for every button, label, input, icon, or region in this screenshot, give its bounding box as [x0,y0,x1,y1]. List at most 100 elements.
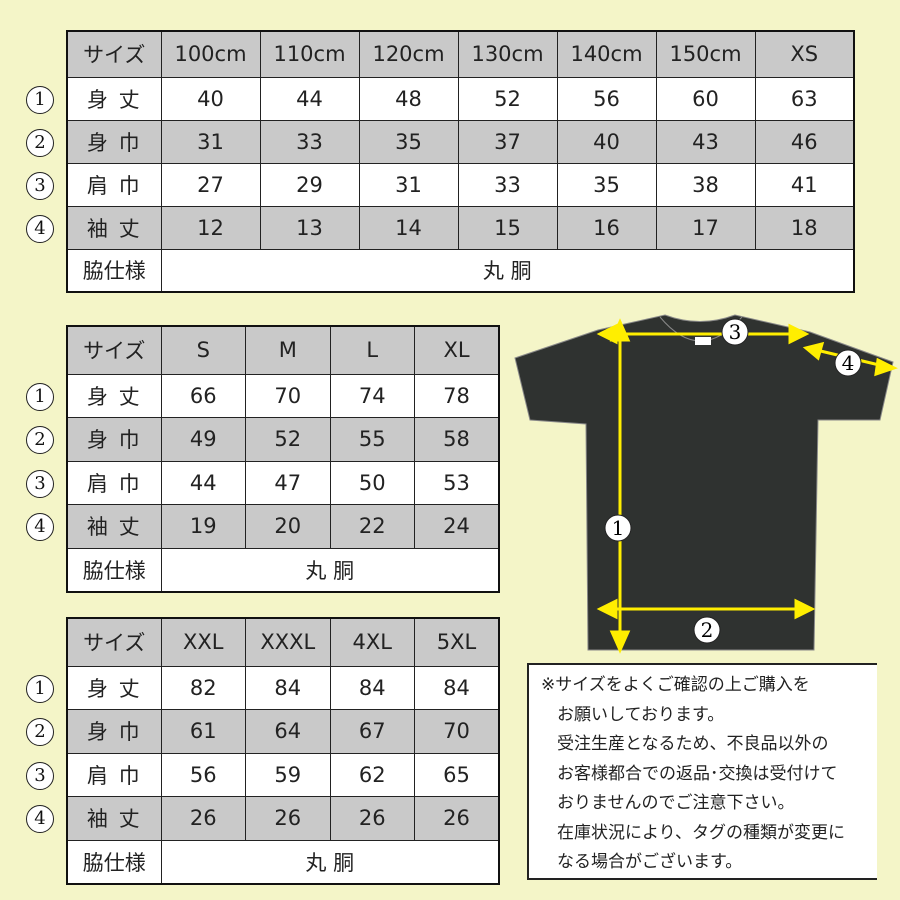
measurement-cell: 27 [160,162,261,207]
side-spec-label: 脇仕様 [66,248,162,293]
table-row: 身 丈 40 44 48 52 56 60 63 [66,76,855,121]
measurement-cell: 66 [160,373,246,418]
tshirt-body [514,314,894,651]
measurement-cell: 78 [414,373,500,418]
table-row: 肩 巾 27 29 31 33 35 38 41 [66,162,855,207]
notice-line: なる場合がございます。 [557,852,743,872]
side-spec-value: 丸 胴 [160,839,500,884]
row-label: 肩 巾 [66,460,162,505]
size-header: XXL [160,617,246,667]
size-label-header: サイズ [66,325,162,375]
table-row: 身 丈 66 70 74 78 [66,373,500,418]
side-spec-label: 脇仕様 [66,839,162,884]
row-label: 身 巾 [66,709,162,754]
row-label: 身 丈 [66,665,162,710]
measurement-cell: 29 [259,162,360,207]
notice-line: 在庫状況により、タグの種類が変更に [557,822,845,843]
measurement-cell: 40 [160,76,261,121]
measurement-cell: 31 [358,162,459,207]
notice-box: ※サイズをよくご確認の上ご購入を お願いしております。 受注生産となるため、不良品以… [527,663,877,880]
size-header: 120cm [358,30,459,78]
measurement-cell: 18 [754,205,855,250]
size-header: 150cm [655,30,756,78]
size-header: 5XL [414,617,500,667]
measurement-cell: 13 [259,205,360,250]
measurement-cell: 84 [329,665,415,710]
measurement-cell: 84 [245,665,331,710]
measurement-cell: 31 [160,119,261,164]
row-number-marker: 1 [26,674,54,703]
measurement-cell: 82 [160,665,246,710]
row-number-marker: 4 [26,805,54,834]
size-header: XL [414,325,500,375]
row-number-marker: 4 [26,214,54,243]
row-number-marker: 4 [26,513,54,542]
size-table: サイズ XXL XXXL 4XL 5XL 身 丈 82 84 84 84 身 巾 61 64 67 70 肩 … [66,617,500,885]
size-header: 100cm [160,30,261,78]
row-label: 身 丈 [66,76,162,121]
notice-line: ※サイズをよくご確認の上ご購入を [541,675,810,695]
size-header: 130cm [457,30,558,78]
measurement-cell: 61 [160,709,246,754]
measurement-cell: 56 [556,76,657,121]
table-row: 袖 丈 19 20 22 24 [66,504,500,549]
table-row: 身 丈 82 84 84 84 [66,665,500,710]
marker-3: 3 [721,318,749,346]
row-label: 袖 丈 [66,796,162,841]
measurement-cell: 64 [245,709,331,754]
row-label: 袖 丈 [66,504,162,549]
measurement-cell: 53 [414,460,500,505]
size-header: L [329,325,415,375]
measurement-cell: 16 [556,205,657,250]
row-number-marker: 2 [26,718,54,747]
row-number-marker: 2 [26,426,54,455]
size-header: 110cm [259,30,360,78]
measurement-cell: 44 [259,76,360,121]
measurement-cell: 19 [160,504,246,549]
notice-line: お願いしております。 [557,704,725,725]
measurement-cell: 35 [556,162,657,207]
measurement-cell: 48 [358,76,459,121]
size-label-header: サイズ [66,30,162,78]
side-spec-value: 丸 胴 [160,248,855,293]
side-spec-value: 丸 胴 [160,547,500,592]
table-row: 身 巾 49 52 55 58 [66,417,500,462]
tshirt-diagram: 1 2 3 4 [514,314,898,654]
size-header: S [160,325,246,375]
marker-2: 2 [693,616,721,644]
measurement-cell: 22 [329,504,415,549]
header-row: サイズ XXL XXXL 4XL 5XL [66,617,500,667]
side-spec-row: 脇仕様丸 胴 [66,248,855,293]
measurement-cell: 62 [329,752,415,797]
row-number-marker: 2 [26,128,54,157]
measurement-cell: 33 [259,119,360,164]
measurement-cell: 17 [655,205,756,250]
size-table: サイズ S M L XL 身 丈 66 70 74 78 身 巾 49 52 55 58 肩 巾 44 47 50 5… [66,325,500,593]
side-spec-row: 脇仕様丸 胴 [66,547,500,592]
marker-4: 4 [834,349,862,377]
measure-arrows [596,318,898,654]
size-header: 4XL [329,617,415,667]
row-label: 身 丈 [66,373,162,418]
measurement-cell: 26 [245,796,331,841]
measurement-cell: 70 [414,709,500,754]
measurement-cell: 41 [754,162,855,207]
row-number-marker: 3 [26,761,54,790]
size-label-header: サイズ [66,617,162,667]
measurement-cell: 67 [329,709,415,754]
measurement-cell: 47 [245,460,331,505]
size-header: 140cm [556,30,657,78]
measurement-cell: 38 [655,162,756,207]
measurement-cell: 26 [329,796,415,841]
size-header: XXXL [245,617,331,667]
measurement-cell: 84 [414,665,500,710]
table-row: 袖 丈 12 13 14 15 16 17 18 [66,205,855,250]
size-table: サイズ 100cm 110cm 120cm 130cm 140cm 150cm XS 身 丈 40… [66,30,855,293]
measurement-cell: 35 [358,119,459,164]
size-header: XS [754,30,855,78]
measurement-cell: 26 [414,796,500,841]
measurement-cell: 44 [160,460,246,505]
table-row: 身 巾 61 64 67 70 [66,709,500,754]
measurement-cell: 52 [245,417,331,462]
svg-text:4: 4 [842,351,855,375]
